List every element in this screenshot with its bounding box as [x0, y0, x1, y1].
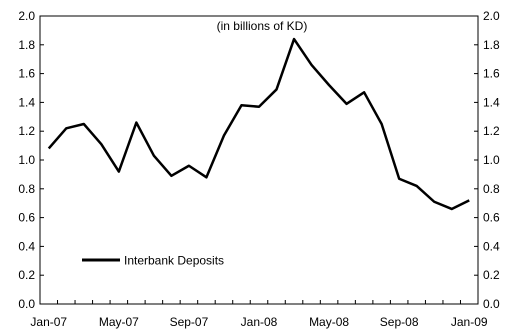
left-y-axis: 0.0 0.2 0.4 0.6 0.8 1.0 1.2 1.4 1.6 1.8 2.0	[18, 9, 44, 311]
y-tick-label-left: 1.6	[18, 67, 35, 81]
y-tick-label-left: 0.8	[18, 182, 35, 196]
y-tick-label-left: 0.6	[18, 211, 35, 225]
y-tick-label-left: 0.4	[18, 239, 35, 253]
legend: Interbank Deposits	[82, 254, 224, 268]
x-axis: Jan-07 May-07 Sep-07 Jan-08 May-08 Sep-08 Jan-…	[30, 300, 488, 329]
y-tick-label-left: 0.2	[18, 268, 35, 282]
x-tick-label: May-07	[99, 315, 139, 329]
y-tick-label-right: 0.8	[483, 182, 500, 196]
y-tick-label-left: 2.0	[18, 9, 35, 23]
y-tick-label-right: 1.6	[483, 67, 500, 81]
y-tick-label-right: 0.0	[483, 297, 500, 311]
chart-annotation: (in billions of KD)	[217, 19, 308, 33]
y-tick-label-right: 1.4	[483, 95, 500, 109]
x-tick-label: May-08	[309, 315, 349, 329]
x-tick-label: Sep-07	[170, 315, 209, 329]
y-tick-label-right: 0.4	[483, 239, 500, 253]
y-tick-label-right: 1.2	[483, 124, 500, 138]
y-tick-label-left: 1.2	[18, 124, 35, 138]
y-tick-label-right: 2.0	[483, 9, 500, 23]
y-tick-label-right: 1.8	[483, 38, 500, 52]
series-layer	[47, 37, 470, 211]
legend-label-interbank-deposits: Interbank Deposits	[124, 254, 224, 268]
y-tick-label-right: 0.2	[483, 268, 500, 282]
x-tick-label: Jan-07	[30, 315, 67, 329]
series-line-interbank-deposits	[47, 37, 470, 211]
y-tick-label-right: 1.0	[483, 153, 500, 167]
x-tick-label: Jan-09	[451, 315, 488, 329]
x-tick-label: Jan-08	[241, 315, 278, 329]
x-tick-label: Sep-08	[380, 315, 419, 329]
right-y-axis: 0.0 0.2 0.4 0.6 0.8 1.0 1.2 1.4 1.6 1.8 2.0	[474, 9, 500, 311]
y-tick-label-right: 0.6	[483, 211, 500, 225]
y-tick-label-left: 1.4	[18, 95, 35, 109]
y-tick-label-left: 1.8	[18, 38, 35, 52]
y-tick-label-left: 1.0	[18, 153, 35, 167]
y-tick-label-left: 0.0	[18, 297, 35, 311]
